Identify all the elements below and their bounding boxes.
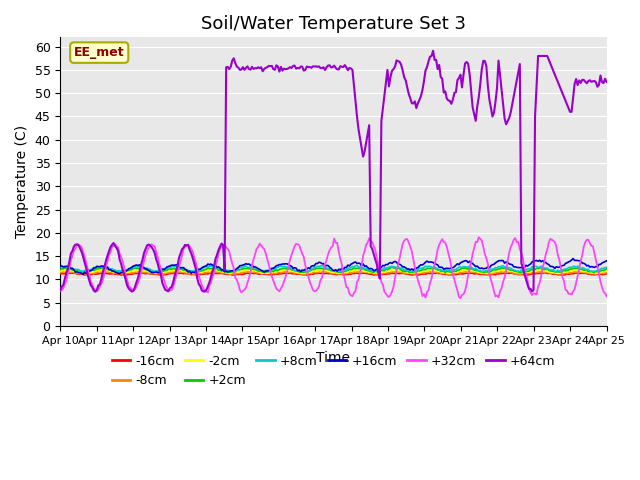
Legend: -16cm, -8cm, -2cm, +2cm, +8cm, +16cm, +32cm, +64cm: -16cm, -8cm, -2cm, +2cm, +8cm, +16cm, +3… (106, 350, 560, 392)
Y-axis label: Temperature (C): Temperature (C) (15, 125, 29, 238)
X-axis label: Time: Time (316, 351, 351, 365)
Title: Soil/Water Temperature Set 3: Soil/Water Temperature Set 3 (201, 15, 466, 33)
Text: EE_met: EE_met (74, 46, 125, 59)
